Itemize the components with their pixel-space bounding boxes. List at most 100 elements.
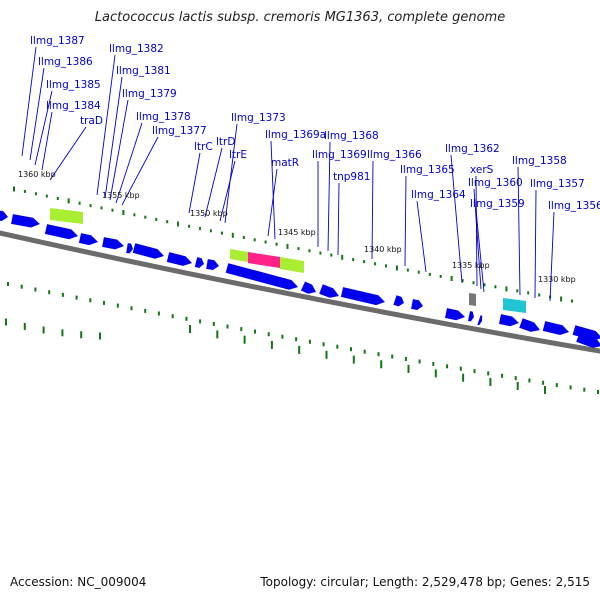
tick-marks	[5, 186, 599, 394]
label-leader-line	[121, 136, 159, 206]
tick-mark	[434, 369, 437, 378]
gene-arrow	[78, 233, 98, 246]
tick-mark	[350, 347, 352, 352]
gene-label: llmg_1364	[411, 189, 466, 201]
gene-arrow	[166, 252, 192, 266]
tick-mark	[505, 286, 508, 292]
tick-mark	[385, 264, 387, 268]
label-leader-line	[188, 152, 201, 214]
gene-arrow	[225, 263, 298, 290]
label-leader-line	[270, 140, 276, 240]
label-leader-lines	[21, 46, 555, 302]
gene-label: llmg_1386	[38, 56, 93, 68]
tick-mark	[487, 371, 490, 376]
label-leader-line	[104, 76, 123, 199]
label-leader-line	[534, 189, 537, 299]
tick-mark	[428, 272, 431, 276]
gene-arrow	[393, 295, 404, 307]
tick-mark	[322, 342, 325, 347]
tick-mark	[61, 292, 64, 297]
tick-mark	[189, 325, 191, 333]
tick-mark	[254, 329, 256, 334]
kbp-label: 1335 kbp	[452, 261, 490, 270]
tick-mark	[462, 373, 465, 382]
tick-mark	[472, 281, 475, 285]
label-leader-line	[327, 141, 331, 252]
tick-mark	[450, 276, 453, 281]
tick-mark	[111, 208, 114, 212]
gene-arrow	[132, 243, 164, 259]
tick-mark	[209, 229, 212, 233]
gene-label: llmg_1382	[109, 43, 164, 55]
tick-mark	[560, 296, 563, 302]
tick-mark	[363, 349, 366, 354]
kbp-label: 1360 kbp	[18, 170, 56, 179]
tick-mark	[42, 326, 45, 334]
tick-mark	[166, 220, 169, 224]
tick-mark	[597, 390, 599, 394]
gene-arrow	[411, 299, 423, 310]
gene-arrow	[576, 332, 600, 348]
gene-arrow	[0, 210, 8, 221]
tick-mark	[544, 386, 546, 394]
label-leader-line	[517, 166, 521, 296]
tick-mark	[295, 337, 298, 342]
topology-text: Topology: circular; Length: 2,529,478 bp…	[260, 575, 590, 589]
gene-label: llmg_1387	[30, 35, 85, 47]
tick-mark	[45, 194, 48, 198]
tick-mark	[133, 213, 136, 217]
tick-mark	[100, 206, 103, 210]
gene-arrow	[11, 214, 40, 228]
tick-mark	[308, 339, 311, 344]
tick-mark	[377, 352, 380, 357]
tick-mark	[185, 316, 188, 321]
tick-mark	[516, 382, 519, 390]
tick-mark	[253, 238, 256, 242]
gene-label: ltrE	[229, 149, 247, 161]
tick-mark	[418, 359, 421, 364]
tick-mark	[89, 204, 92, 208]
tick-mark	[330, 253, 333, 257]
tick-mark	[264, 240, 267, 244]
gene-label: matR	[271, 157, 299, 169]
gene-label: llmg_1358	[512, 155, 567, 167]
tick-mark	[275, 242, 278, 246]
label-leader-line	[549, 211, 555, 302]
gene-label: llmg_1385	[46, 79, 101, 91]
tick-mark	[130, 306, 133, 311]
gene-label: llmg_1377	[152, 125, 207, 137]
tick-mark	[5, 318, 7, 326]
tick-mark	[240, 327, 243, 332]
tick-mark	[67, 198, 70, 204]
gene-label: llmg_1359	[470, 198, 525, 210]
gene-label: llmg_1366	[367, 149, 422, 161]
tick-mark	[34, 192, 37, 196]
label-leader-line	[404, 175, 407, 267]
tick-mark	[216, 330, 219, 339]
label-leader-line	[115, 122, 143, 204]
gene-label: llmg_1379	[122, 88, 177, 100]
feature-box-cyan	[503, 298, 526, 313]
kbp-labels: 1360 kbp 1355 kbp 1350 kbp 1345 kbp 1340 kbp…	[18, 170, 576, 284]
tick-mark	[459, 366, 462, 371]
tick-mark	[7, 282, 9, 286]
tick-mark	[155, 217, 158, 221]
tick-mark	[461, 279, 464, 283]
tick-mark	[212, 321, 215, 326]
gene-arrow	[126, 243, 133, 254]
gene-arrow	[319, 284, 339, 298]
tick-mark	[407, 364, 410, 373]
gene-label: llmg_1384	[46, 100, 101, 112]
label-leader-line	[219, 160, 236, 222]
tick-mark	[432, 361, 435, 366]
tick-mark	[34, 287, 37, 292]
gene-arrow	[445, 308, 465, 321]
gene-label: ltrC	[194, 141, 213, 153]
feature-boxes	[50, 208, 526, 313]
kbp-label: 1355 kbp	[102, 191, 140, 200]
tick-mark	[516, 289, 519, 293]
gene-arrow	[477, 315, 483, 326]
tick-mark	[583, 387, 586, 392]
gene-label: llmg_1368	[324, 130, 379, 142]
label-leader-line	[416, 200, 427, 273]
